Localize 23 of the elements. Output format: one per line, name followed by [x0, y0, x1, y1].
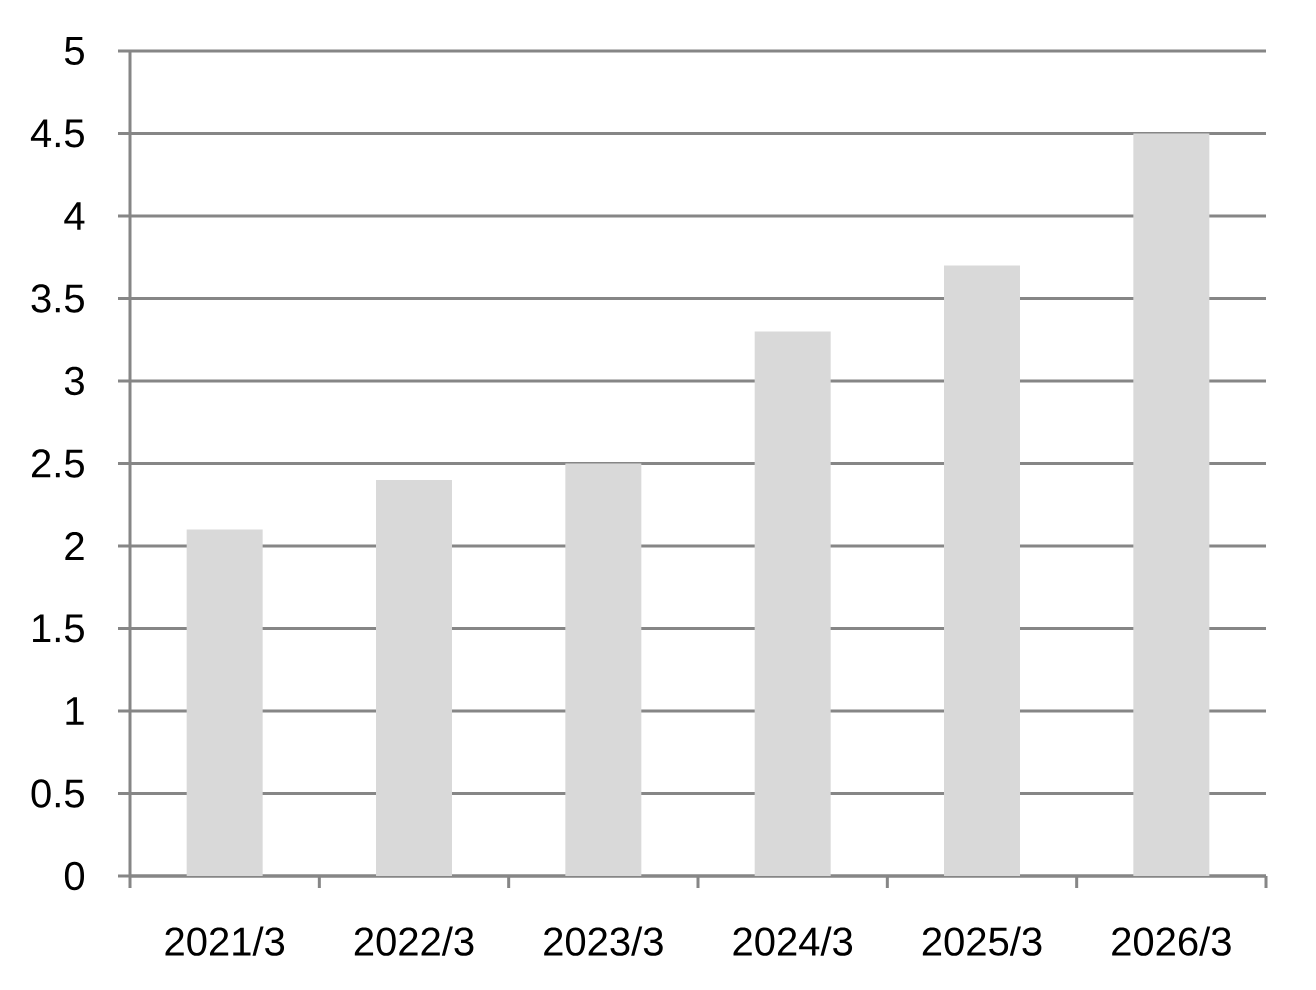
x-tick-label: 2021/3 — [165, 926, 285, 956]
y-tick-label: 4 — [64, 202, 85, 230]
bar — [186, 529, 263, 876]
bar — [565, 463, 642, 876]
bar — [376, 480, 452, 876]
y-tick-label: 3.5 — [31, 284, 84, 313]
y-tick-label: 2.5 — [32, 449, 84, 478]
x-tick-label: 2026/3 — [1112, 926, 1231, 956]
bar — [944, 265, 1021, 876]
x-tick-label: 2022/3 — [354, 926, 474, 956]
y-tick-label: 1 — [66, 697, 84, 725]
y-tick-label: 0 — [64, 861, 85, 891]
x-tick-label: 2024/3 — [733, 926, 853, 956]
y-tick-label: 3 — [64, 366, 84, 396]
y-tick-label: 1.5 — [33, 614, 84, 643]
bar — [1133, 133, 1210, 876]
x-tick-label: 2023/3 — [544, 926, 663, 956]
y-tick-label: 0.5 — [31, 779, 84, 808]
y-tick-label: 2 — [65, 532, 84, 560]
x-tick-label: 2025/3 — [922, 926, 1042, 956]
y-tick-label: 5 — [64, 37, 84, 65]
bar — [754, 331, 831, 876]
y-tick-label: 4.5 — [30, 119, 84, 148]
